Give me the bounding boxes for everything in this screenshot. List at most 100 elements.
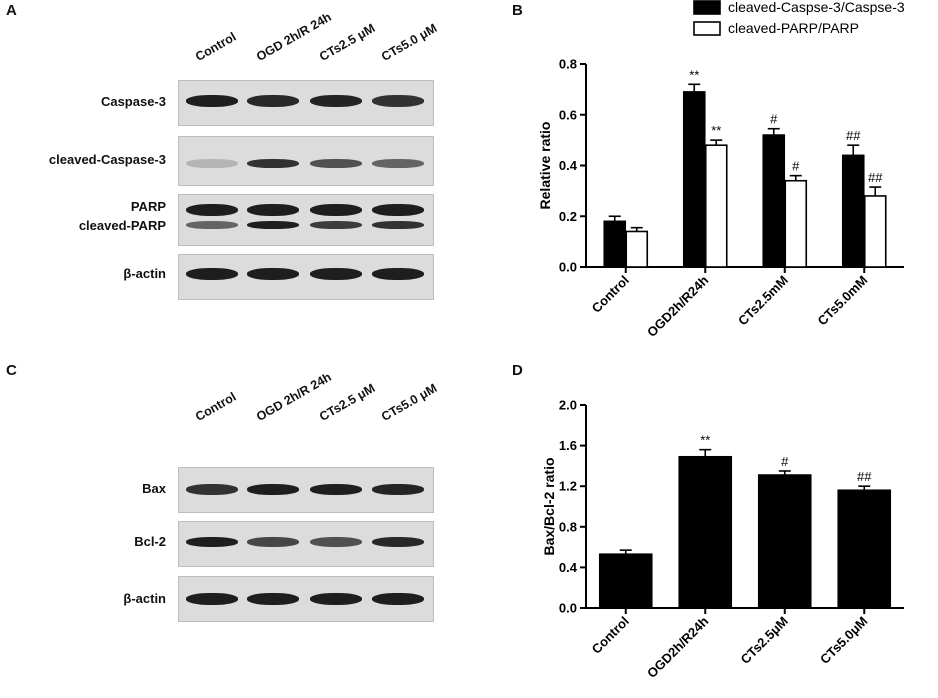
significance-mark: ** (700, 433, 710, 448)
panel-letter-a: A (6, 2, 17, 19)
band-beta-actin-1 (186, 268, 238, 280)
significance-mark: # (770, 112, 778, 127)
x-tick-label-cts5-0um: CTs5.0μM (817, 614, 870, 667)
significance-mark: ## (857, 469, 872, 484)
western-blot-a: Control OGD 2h/R 24h CTs2.5 μM CTs5.0 μM Cas… (0, 0, 500, 360)
row-label-bcl-2: Bcl-2 (134, 534, 166, 549)
bar-series-control (598, 553, 653, 609)
band-caspase-3-4 (372, 95, 424, 107)
band-caspase-3-2 (247, 95, 299, 107)
band-parp-1 (186, 204, 238, 216)
lane-label-cts5-0-um: CTs5.0 μM (379, 21, 440, 64)
y-tick-label: 1.2 (559, 479, 577, 494)
x-tick-label-cts2-5um: CTs2.5μM (738, 614, 791, 667)
band-cleaved-caspase-3-4 (372, 158, 424, 168)
row-label-cleaved-parp: cleaved-PARP (78, 218, 166, 233)
chart-b: 0.0 0.2 0.4 0.6 0.8 Relative ratio Control OGD2… (537, 0, 905, 340)
band-beta-actin-4 (372, 268, 424, 280)
row-label-beta-actin: β-actin (123, 266, 166, 281)
bar-series-cts2-5um (757, 474, 812, 609)
y-tick-label: 0.8 (559, 519, 577, 534)
bar-cleaved-caspse-3-caspse-3-control (603, 220, 627, 268)
lane-label-cts2-5-um: CTs2.5 μM (317, 381, 378, 424)
band-parp-2 (247, 204, 299, 216)
y-axis-label: Relative ratio (537, 122, 553, 210)
row-label-caspase-3: Caspase-3 (100, 94, 166, 109)
band-cleaved-parp-1 (186, 221, 238, 229)
x-tick-label-control: Control (589, 273, 632, 316)
significance-mark: ## (846, 128, 861, 143)
band-cleaved-parp-4 (372, 221, 424, 229)
lane-label-cts2-5-um: CTs2.5 μM (317, 21, 378, 64)
band-beta-actin-2 (247, 593, 299, 605)
band-caspase-3-3 (310, 95, 362, 107)
lane-label-control: Control (193, 389, 239, 424)
significance-mark: ## (868, 170, 883, 185)
x-tick-label-cts5-0mm: CTs5.0mM (814, 273, 870, 329)
band-parp-3 (310, 204, 362, 216)
band-beta-actin-3 (310, 593, 362, 605)
panel-letter-b: B (512, 2, 523, 19)
x-tick-label-control: Control (589, 614, 632, 657)
western-blot-c: Control OGD 2h/R 24h CTs2.5 μM CTs5.0 μM Bax… (0, 360, 500, 698)
x-tick-label-ogd2h-r24h: OGD2h/R24h (644, 272, 711, 339)
band-bcl-2-2 (247, 537, 299, 547)
band-bax-3 (310, 483, 362, 495)
band-cleaved-caspase-3-1 (186, 158, 238, 168)
y-tick-label: 0.0 (559, 601, 577, 616)
bar-cleaved-parp-parp-cts5-0mm (863, 195, 887, 268)
y-tick-label: 0.8 (559, 57, 577, 72)
bar-series-cts5-0um (837, 489, 892, 609)
legend-label-cleaved-caspse-3-caspse-3: cleaved-Caspse-3/Caspse-3 (728, 0, 905, 15)
band-bcl-2-1 (186, 537, 238, 547)
lane-label-control: Control (193, 29, 239, 64)
band-bcl-2-3 (310, 537, 362, 547)
bar-cleaved-parp-parp-ogd2h-r24h (704, 144, 728, 268)
y-tick-label: 0.0 (559, 260, 577, 275)
bar-series-ogd2h-r24h (678, 455, 733, 609)
band-beta-actin-3 (310, 268, 362, 280)
x-tick-label-cts2-5mm: CTs2.5mM (735, 273, 791, 329)
bar-cleaved-parp-parp-cts2-5mm (784, 179, 808, 268)
band-cleaved-parp-3 (310, 221, 362, 229)
legend-swatch (693, 21, 721, 36)
row-label-parp: PARP (130, 199, 166, 214)
legend-swatch (693, 0, 721, 15)
y-tick-label: 0.4 (559, 560, 578, 575)
y-tick-label: 0.6 (559, 107, 577, 122)
significance-mark: ** (689, 67, 699, 82)
y-axis-label: Bax/Bcl-2 ratio (541, 457, 557, 555)
y-tick-label: 0.4 (559, 158, 578, 173)
band-cleaved-caspase-3-3 (310, 158, 362, 168)
bar-cleaved-parp-parp-control (625, 230, 649, 268)
y-tick-label: 0.2 (559, 209, 577, 224)
lane-label-cts5-0-um: CTs5.0 μM (379, 381, 440, 424)
band-beta-actin-2 (247, 268, 299, 280)
panel-letter-c: C (6, 362, 17, 379)
panel-letter-d: D (512, 362, 523, 379)
bar-cleaved-caspse-3-caspse-3-cts2-5mm (762, 134, 786, 268)
band-parp-4 (372, 204, 424, 216)
row-label-beta-actin: β-actin (123, 591, 166, 606)
y-tick-label: 1.6 (559, 438, 577, 453)
significance-mark: # (792, 159, 800, 174)
row-label-cleaved-caspase-3: cleaved-Caspase-3 (48, 152, 166, 167)
band-bax-4 (372, 483, 424, 495)
significance-mark: # (781, 454, 789, 469)
band-bax-1 (186, 483, 238, 495)
significance-mark: ** (711, 123, 721, 138)
band-bax-2 (247, 483, 299, 495)
legend-label-cleaved-parp-parp: cleaved-PARP/PARP (728, 20, 859, 36)
band-beta-actin-1 (186, 593, 238, 605)
band-bcl-2-4 (372, 537, 424, 547)
band-beta-actin-4 (372, 593, 424, 605)
blot-strip-parp (178, 194, 434, 246)
row-label-bax: Bax (142, 481, 166, 496)
bar-cleaved-caspse-3-caspse-3-cts5-0mm (841, 154, 865, 268)
band-cleaved-caspase-3-2 (247, 158, 299, 168)
y-tick-label: 2.0 (559, 398, 577, 413)
band-cleaved-parp-2 (247, 221, 299, 229)
bar-cleaved-caspse-3-caspse-3-ogd2h-r24h (682, 91, 706, 268)
x-tick-label-ogd2h-r24h: OGD2h/R24h (644, 613, 711, 680)
chart-d: 0.0 0.4 0.8 1.2 1.6 2.0 Bax/Bcl-2 ratio Control… (541, 398, 904, 681)
